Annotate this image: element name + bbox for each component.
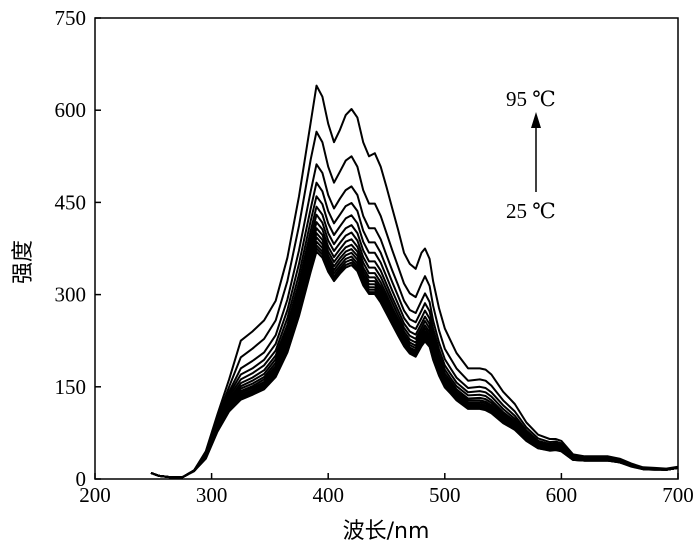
series-lines bbox=[150, 84, 679, 479]
plot-frame bbox=[94, 17, 679, 480]
y-tick-label: 150 bbox=[55, 375, 87, 399]
annotation-bottom-temp: 25 ℃ bbox=[506, 199, 556, 223]
series-line-11 bbox=[150, 236, 679, 479]
series-line-3 bbox=[150, 163, 679, 479]
x-tick-label: 700 bbox=[662, 483, 694, 507]
series-line-14 bbox=[150, 247, 679, 479]
x-tick-label: 600 bbox=[546, 483, 578, 507]
y-tick-label: 450 bbox=[55, 190, 87, 214]
y-axis-label: 强度 bbox=[11, 240, 36, 284]
y-tick-label: 600 bbox=[55, 98, 87, 122]
x-axis-ticks: 200 300 400 500 600 700 bbox=[79, 473, 694, 507]
series-line-5 bbox=[150, 195, 679, 479]
x-tick-label: 300 bbox=[196, 483, 228, 507]
y-tick-label: 0 bbox=[76, 467, 87, 491]
x-axis-label: 波长/nm bbox=[343, 519, 430, 544]
y-axis-ticks: 0 150 300 450 600 750 bbox=[55, 6, 101, 491]
series-line-1 bbox=[150, 84, 679, 479]
temperature-arrow-head bbox=[531, 112, 541, 128]
y-tick-label: 750 bbox=[55, 6, 87, 30]
x-tick-label: 500 bbox=[429, 483, 461, 507]
series-line-4 bbox=[150, 181, 679, 479]
series-line-13 bbox=[150, 244, 679, 479]
annotation-top-temp: 95 ℃ bbox=[506, 87, 556, 111]
y-tick-label: 300 bbox=[55, 283, 87, 307]
series-line-15 bbox=[150, 250, 679, 479]
series-line-2 bbox=[150, 130, 679, 479]
x-tick-label: 200 bbox=[79, 483, 111, 507]
x-tick-label: 400 bbox=[312, 483, 344, 507]
series-line-12 bbox=[150, 240, 679, 479]
